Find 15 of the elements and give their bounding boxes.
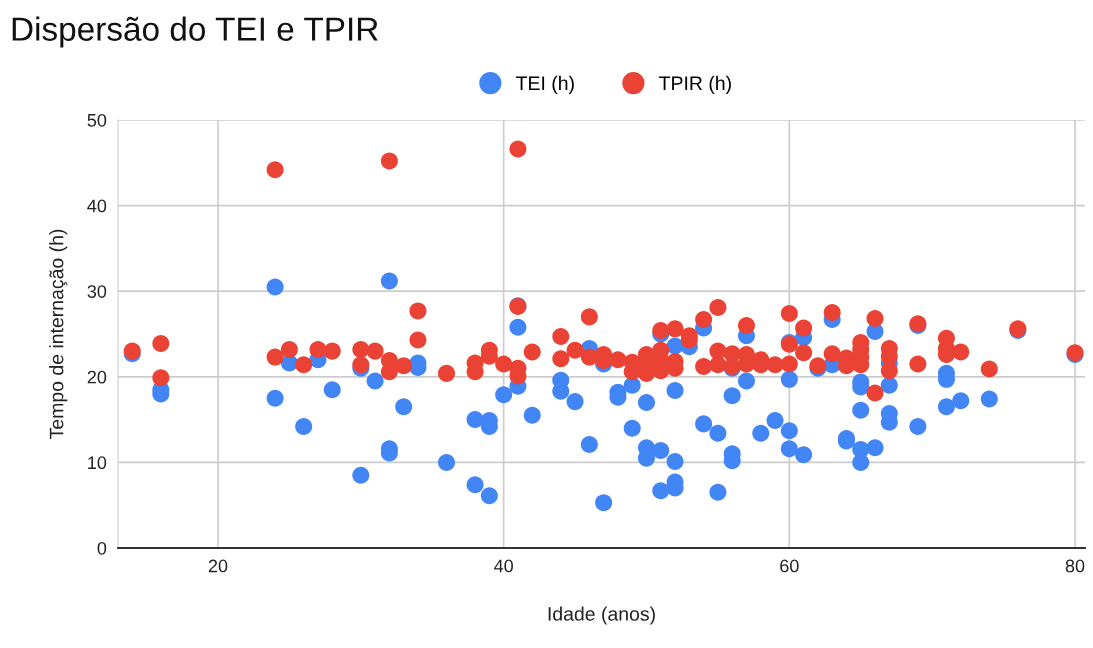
y-tick-label: 40 xyxy=(87,199,107,213)
y-tick-label: 30 xyxy=(87,285,107,298)
x-tick-label: 60 xyxy=(780,559,799,573)
y-tick-label: 50 xyxy=(87,113,107,127)
x-axis-title: Idade (anos) xyxy=(548,606,655,625)
x-tick-label: 40 xyxy=(494,559,513,573)
legend-label: TEI (h) xyxy=(516,75,574,94)
x-tick-label: 20 xyxy=(208,559,228,573)
y-tick-label: 0 xyxy=(97,541,107,555)
legend-label: TPIR (h) xyxy=(659,75,731,94)
chart-title: Dispersão do TEI e TPIR xyxy=(12,16,378,48)
y-tick-label: 10 xyxy=(88,456,107,470)
x-tick-label: 80 xyxy=(1065,559,1085,573)
y-tick-label: 20 xyxy=(87,370,107,384)
y-axis-title: Tempo de internação (h) xyxy=(49,229,68,439)
